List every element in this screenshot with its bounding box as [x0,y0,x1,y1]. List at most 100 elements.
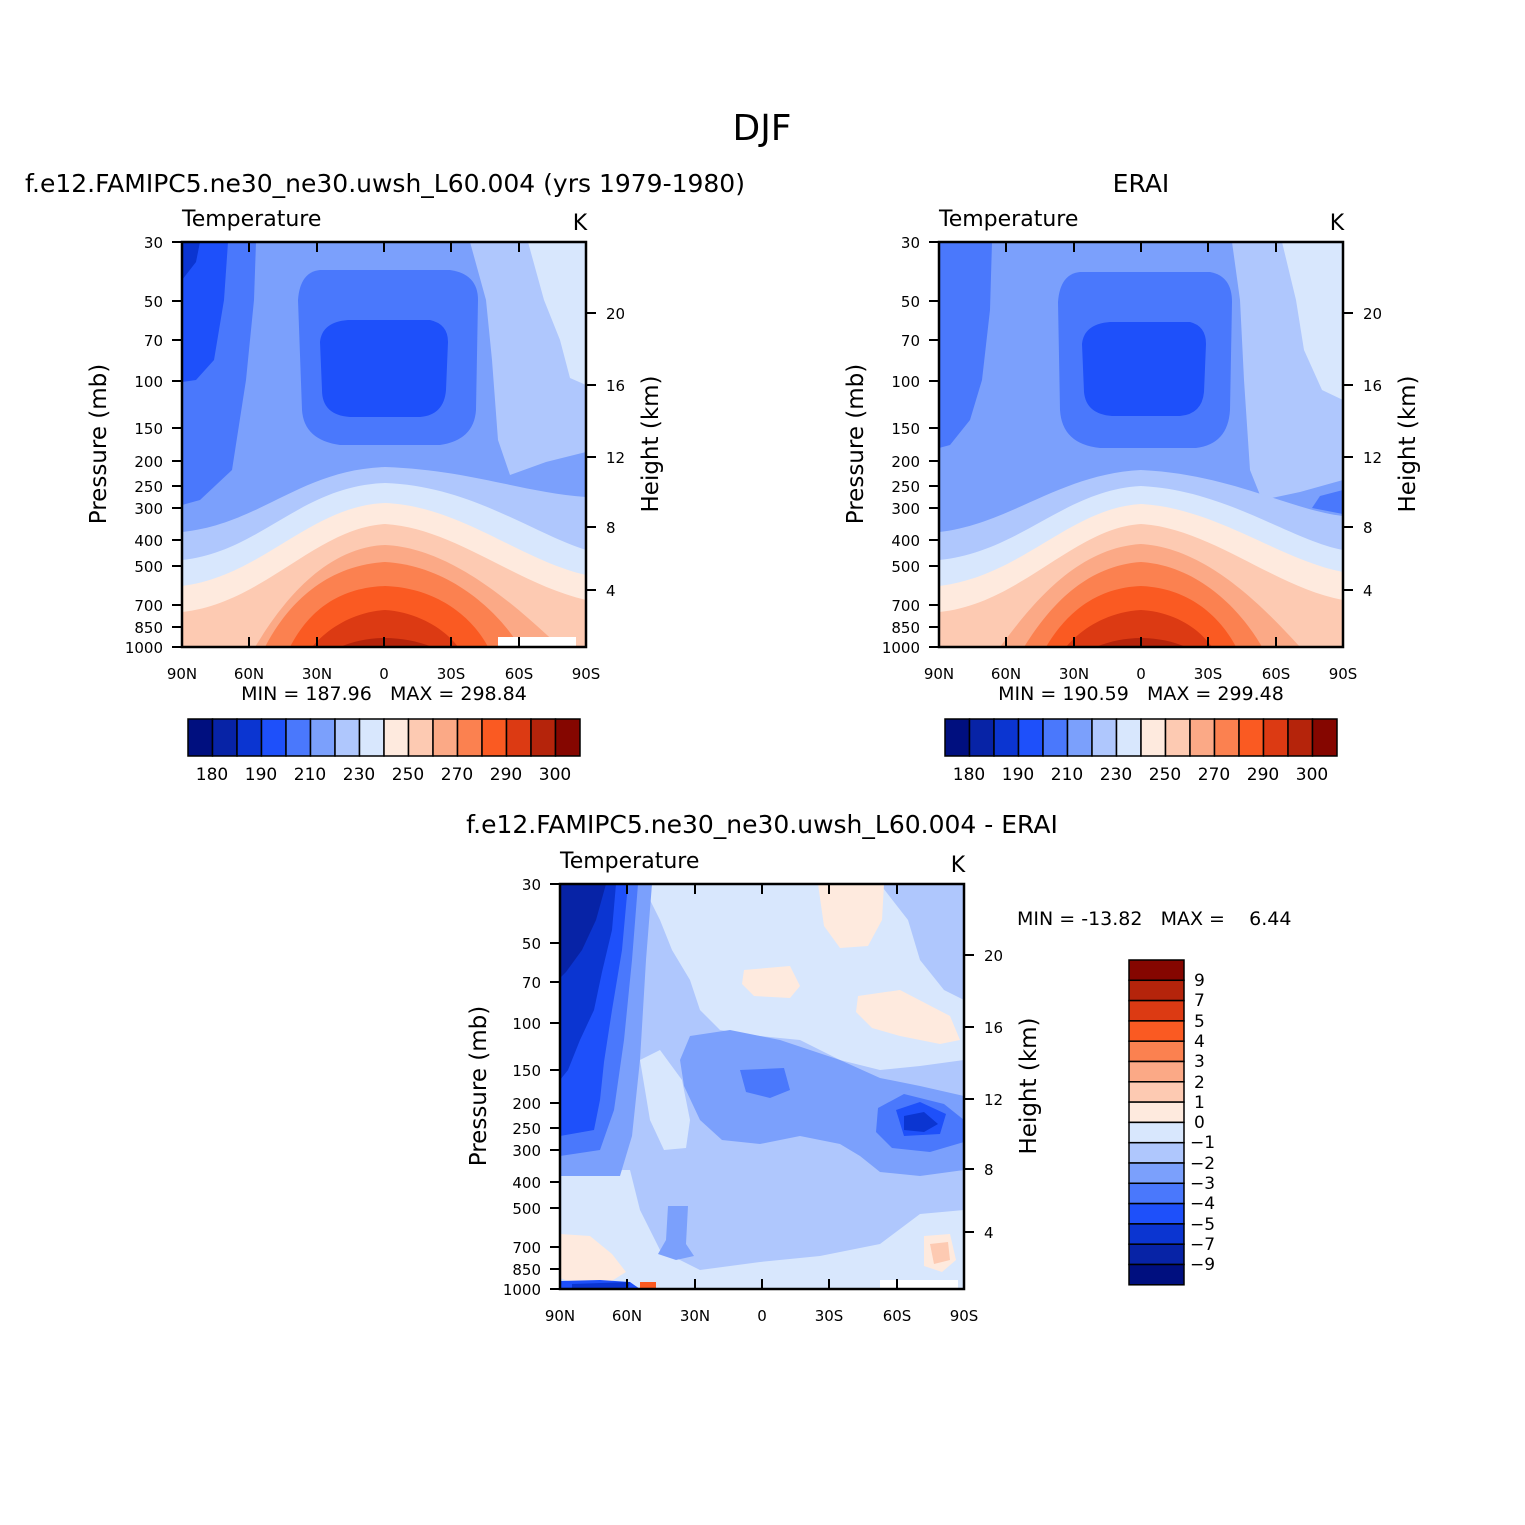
colorbar-swatch [1115,718,1142,757]
svg-text:90S: 90S [572,665,601,683]
y-axis-labels: 30 50 70 100 150 200 250 300 400 500 700… [503,876,541,1299]
colorbar-labels: 9 7 5 4 3 2 1 0 −1 −2 −3 −4 −5 −7 −9 [1190,971,1215,1275]
svg-text:60N: 60N [991,665,1021,683]
svg-text:16: 16 [1363,377,1382,395]
height-axis-labels: 20 16 12 8 4 [606,305,625,600]
x-axis-labels: 90N 60N 30N 0 30S 60S 90S [924,665,1357,683]
min-max-stats: MIN = 187.96 MAX = 298.84 [241,683,527,705]
colorbar-swatch [1128,979,1185,1002]
colorbar-swatch [481,718,508,757]
svg-text:60S: 60S [883,1307,912,1325]
svg-text:1000: 1000 [125,639,163,657]
svg-text:100: 100 [512,1015,541,1033]
svg-text:8: 8 [606,519,616,537]
colorbar-swatch [968,718,995,757]
svg-text:210: 210 [1051,765,1083,785]
colorbar-swatch [1128,1081,1185,1103]
svg-text:4: 4 [1363,582,1373,600]
svg-text:190: 190 [245,765,277,785]
min-max-stats: MIN = -13.82 MAX = 6.44 [1017,908,1291,930]
svg-text:150: 150 [134,420,163,438]
svg-text:300: 300 [891,500,920,518]
svg-text:400: 400 [891,532,920,550]
x-axis-ticks [248,242,520,647]
svg-text:100: 100 [134,373,163,391]
colorbar-swatch [1017,718,1044,757]
colorbar-swatch [1140,718,1167,757]
colorbar-labels: 180 190 210 230 250 270 290 300 [196,765,571,785]
svg-text:850: 850 [512,1261,541,1279]
svg-text:0: 0 [1136,665,1146,683]
y-axis-ticks [929,241,1353,648]
colorbar [1128,959,1185,1286]
svg-text:1000: 1000 [882,639,920,657]
svg-text:1000: 1000 [503,1281,541,1299]
svg-text:250: 250 [392,765,424,785]
svg-text:90N: 90N [167,665,197,683]
svg-text:180: 180 [953,765,985,785]
figure-title: DJF [732,108,791,149]
svg-text:−1: −1 [1190,1133,1215,1153]
svg-text:270: 270 [1198,765,1230,785]
svg-text:30: 30 [522,876,541,894]
svg-text:30N: 30N [1059,665,1089,683]
x-axis-ticks [1005,242,1277,647]
colorbar-swatch [1128,959,1185,982]
svg-text:8: 8 [984,1161,994,1179]
colorbar-swatch [993,718,1020,757]
temperature-contour-field [939,242,1343,647]
svg-text:400: 400 [512,1174,541,1192]
svg-text:12: 12 [1363,449,1382,467]
svg-text:200: 200 [891,453,920,471]
svg-text:90S: 90S [950,1307,979,1325]
svg-text:60N: 60N [234,665,264,683]
svg-text:70: 70 [901,332,920,350]
svg-text:3: 3 [1194,1052,1205,1072]
colorbar-swatch [1128,1182,1185,1205]
svg-text:70: 70 [522,974,541,992]
svg-text:60S: 60S [505,665,534,683]
colorbar-swatch [1128,1263,1185,1286]
colorbar-swatch [1042,718,1069,757]
svg-text:30S: 30S [437,665,466,683]
svg-text:180: 180 [196,765,228,785]
colorbar-swatch [1128,1162,1185,1185]
colorbar-swatch [1128,1202,1185,1225]
svg-text:230: 230 [343,765,375,785]
svg-text:150: 150 [891,420,920,438]
colorbar-swatch [187,718,214,757]
svg-text:270: 270 [441,765,473,785]
svg-text:7: 7 [1194,991,1205,1011]
svg-text:300: 300 [1296,765,1328,785]
svg-text:4: 4 [1194,1032,1205,1052]
svg-text:0: 0 [379,665,389,683]
variable-label: Temperature [938,207,1078,232]
svg-text:−3: −3 [1190,1174,1215,1194]
colorbar-swatch [944,718,971,757]
y-axis-title: Pressure (mb) [466,1006,492,1166]
svg-text:−9: −9 [1190,1255,1215,1275]
svg-text:200: 200 [512,1095,541,1113]
units-label: K [573,211,588,236]
colorbar-swatch [530,718,557,757]
svg-text:50: 50 [144,293,163,311]
min-max-stats: MIN = 190.59 MAX = 299.48 [998,683,1284,705]
svg-text:200: 200 [134,453,163,471]
svg-text:150: 150 [512,1062,541,1080]
svg-text:2: 2 [1194,1073,1205,1093]
svg-text:20: 20 [1363,305,1382,323]
x-axis-labels: 90N 60N 30N 0 30S 60S 90S [545,1307,978,1325]
svg-text:700: 700 [512,1239,541,1257]
colorbar-swatch [1128,1060,1185,1083]
colorbar-swatch [554,718,581,757]
colorbar-swatch [211,718,238,757]
temperature-contour-field [182,242,586,647]
svg-text:300: 300 [512,1142,541,1160]
colorbar-swatch [1238,718,1265,757]
colorbar-swatch [1128,1141,1185,1164]
svg-text:90N: 90N [545,1307,575,1325]
svg-text:4: 4 [606,582,616,600]
svg-text:0: 0 [1194,1113,1205,1133]
svg-text:230: 230 [1100,765,1132,785]
svg-text:−5: −5 [1190,1215,1215,1235]
